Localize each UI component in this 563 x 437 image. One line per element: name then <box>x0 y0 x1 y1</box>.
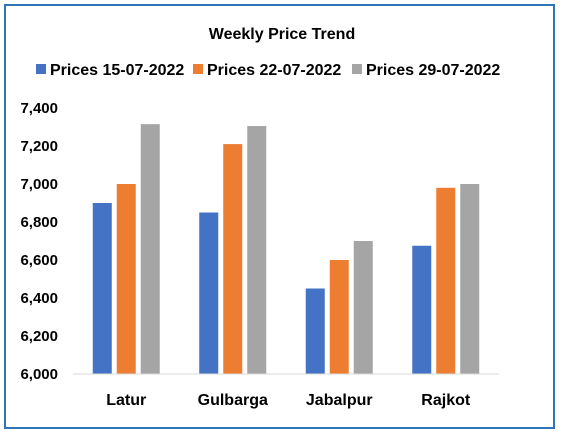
legend-label: Prices 22-07-2022 <box>207 62 341 79</box>
legend-swatch <box>36 64 46 74</box>
bar <box>223 144 243 374</box>
x-tick-label: Jabalpur <box>306 392 373 409</box>
y-axis: 6,000 6,200 6,400 6,600 6,800 7,000 7,200 7,400 <box>20 100 58 383</box>
bar <box>353 241 373 374</box>
legend-label: Prices 15-07-2022 <box>50 62 184 79</box>
legend-label: Prices 29-07-2022 <box>366 62 500 79</box>
y-tick-label: 7,200 <box>20 138 58 155</box>
bar <box>412 245 432 374</box>
bar <box>92 203 112 374</box>
x-tick-label: Rajkot <box>421 392 471 409</box>
y-tick-label: 6,800 <box>20 214 58 231</box>
y-tick-label: 7,400 <box>20 100 58 117</box>
bar <box>116 184 136 374</box>
y-tick-label: 6,400 <box>20 290 58 307</box>
bar <box>436 187 456 374</box>
bars <box>92 124 480 375</box>
y-tick-label: 6,600 <box>20 252 58 269</box>
x-axis: Latur Gulbarga Jabalpur Rajkot <box>106 392 471 409</box>
bar <box>305 288 325 374</box>
legend: Prices 15-07-2022 Prices 22-07-2022 Prices… <box>36 62 500 79</box>
chart-title: Weekly Price Trend <box>209 26 355 43</box>
bar <box>199 212 219 374</box>
x-tick-label: Gulbarga <box>198 392 268 409</box>
y-tick-label: 6,000 <box>20 366 58 383</box>
bar <box>460 184 480 374</box>
y-tick-label: 7,000 <box>20 176 58 193</box>
y-tick-label: 6,200 <box>20 328 58 345</box>
bar <box>140 124 160 375</box>
bar <box>329 260 349 374</box>
legend-swatch <box>193 64 203 74</box>
legend-swatch <box>352 64 362 74</box>
x-tick-label: Latur <box>106 392 146 409</box>
bar <box>247 126 267 374</box>
